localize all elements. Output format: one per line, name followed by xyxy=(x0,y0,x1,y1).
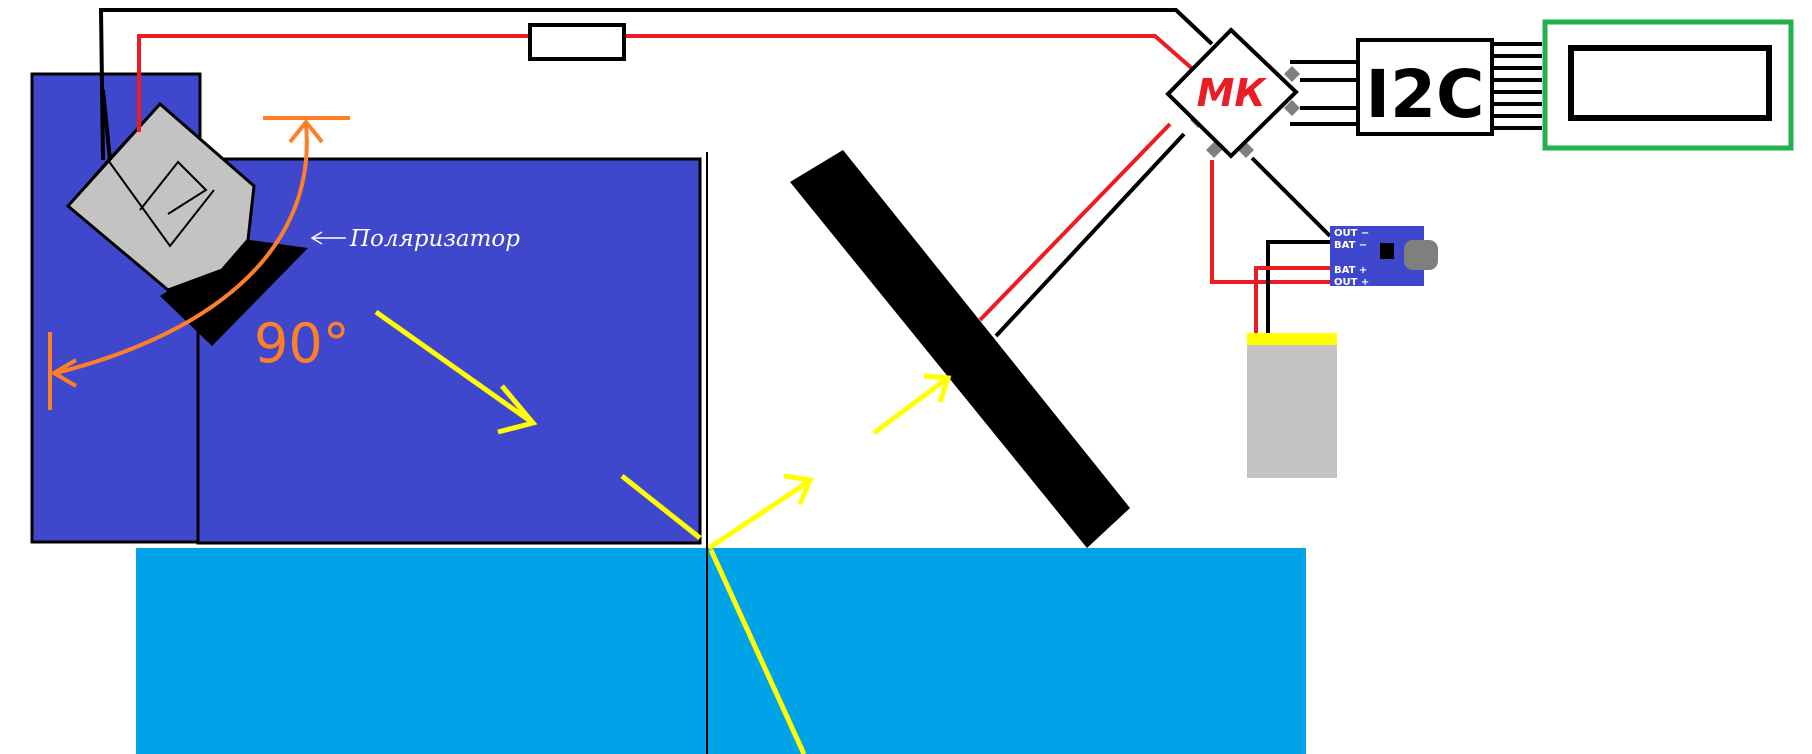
battery xyxy=(1247,333,1337,478)
wire-red-charger xyxy=(1210,160,1330,284)
wire-red-sensor xyxy=(978,122,1172,322)
charger-chip xyxy=(1380,243,1394,259)
polarizer-detail-3 xyxy=(139,160,208,215)
pin-out-plus: OUT + xyxy=(1334,277,1369,288)
lcd-display xyxy=(1542,19,1794,151)
polarizer-shadow xyxy=(160,240,308,346)
wire-black-charger xyxy=(1250,156,1332,238)
pin-bat-minus: BAT − xyxy=(1334,240,1367,251)
ray-incident-arrowhead xyxy=(497,384,538,435)
ray-reflected xyxy=(707,479,810,551)
ray-incident-upper xyxy=(374,309,535,426)
ray-to-mirror-arrowhead xyxy=(923,373,952,403)
wire-black-polarizer xyxy=(101,89,112,161)
mk-label: МК xyxy=(1197,71,1268,115)
ray-incident-lower xyxy=(620,474,702,540)
wire-red-battery xyxy=(1254,266,1330,338)
microcontroller: МК xyxy=(1165,27,1300,159)
wire-red-top xyxy=(137,34,1198,132)
usb-port xyxy=(1404,240,1438,270)
charger-module: OUT − BAT − BAT + OUT + xyxy=(1330,226,1438,288)
battery-terminal xyxy=(1247,333,1337,345)
ray-to-mirror xyxy=(872,377,947,436)
water-block xyxy=(136,548,1306,754)
battery-body xyxy=(1247,344,1337,478)
polarizer-label: Поляризатор xyxy=(349,226,520,252)
polarizer-annotation: Поляризатор xyxy=(310,226,520,252)
polarizer-device xyxy=(65,101,308,346)
i2c-label: I2C xyxy=(1366,56,1485,133)
mk-i2c-bus xyxy=(1290,60,1360,126)
polarizer-detail-2 xyxy=(107,159,215,248)
light-rays xyxy=(374,309,952,754)
angle-label: 90° xyxy=(254,312,350,375)
rotation-indicator xyxy=(48,116,350,410)
i2c-box xyxy=(1356,38,1494,136)
ray-reflected-arrowhead xyxy=(783,473,814,505)
pin-out-minus: OUT − xyxy=(1334,228,1369,239)
wire-black-top xyxy=(98,8,1214,161)
resistor xyxy=(528,23,626,61)
wire-black-battery xyxy=(1266,240,1330,338)
mirror-plate xyxy=(790,150,1130,548)
mk-body xyxy=(1165,27,1299,159)
left-block-main xyxy=(196,157,702,545)
i2c-display-bus xyxy=(1492,42,1542,130)
display-screen xyxy=(1568,45,1772,121)
pin-bat-plus: BAT + xyxy=(1334,265,1367,276)
wire-black-sensor xyxy=(994,132,1186,338)
mk-pin-right-bot xyxy=(1284,100,1300,116)
ray-refracted xyxy=(708,548,807,754)
mk-pin-right-top xyxy=(1284,66,1300,82)
i2c-module: I2C xyxy=(1356,38,1494,136)
